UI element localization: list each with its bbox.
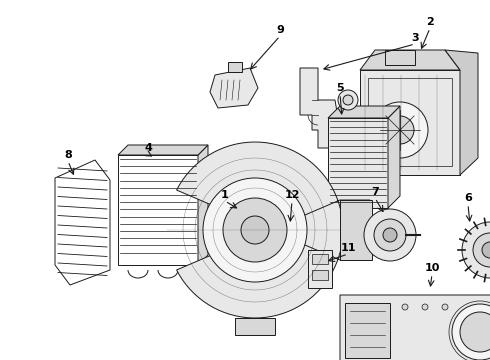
Bar [368,78,452,166]
Circle shape [460,312,490,352]
Bar [118,155,198,265]
Text: 3: 3 [411,33,419,43]
Polygon shape [210,68,258,108]
Polygon shape [388,106,400,208]
Circle shape [462,222,490,278]
Circle shape [473,233,490,267]
Circle shape [386,116,414,144]
Bar [345,303,390,358]
Polygon shape [445,50,478,175]
Circle shape [452,304,490,360]
Bar [228,62,242,72]
Circle shape [374,219,406,251]
Bar [312,254,328,264]
Polygon shape [118,145,208,155]
Text: 1: 1 [221,190,229,200]
Polygon shape [235,318,275,335]
Circle shape [402,304,408,310]
Text: 2: 2 [426,17,434,27]
Circle shape [343,95,353,105]
Circle shape [241,216,269,244]
Circle shape [223,198,287,262]
Circle shape [482,242,490,258]
Bar [312,270,328,280]
Polygon shape [360,50,460,70]
Circle shape [383,228,397,242]
Polygon shape [198,145,208,265]
Bar [328,118,388,208]
Text: 6: 6 [464,193,472,203]
Polygon shape [300,68,338,148]
Circle shape [338,90,358,110]
Bar [340,200,372,260]
Circle shape [422,304,428,310]
Polygon shape [176,142,370,318]
Circle shape [203,178,307,282]
Text: 11: 11 [340,243,356,253]
Circle shape [442,304,448,310]
Text: 7: 7 [371,187,379,197]
Text: 9: 9 [276,25,284,35]
Polygon shape [328,106,400,118]
Text: 8: 8 [64,150,72,160]
Text: 12: 12 [284,190,300,200]
Polygon shape [340,295,490,360]
Circle shape [364,209,416,261]
Text: 10: 10 [424,263,440,273]
Text: 4: 4 [144,143,152,153]
Text: 5: 5 [336,83,344,93]
Bar [308,250,332,288]
Circle shape [372,102,428,158]
Bar [385,50,415,65]
Polygon shape [360,70,460,175]
